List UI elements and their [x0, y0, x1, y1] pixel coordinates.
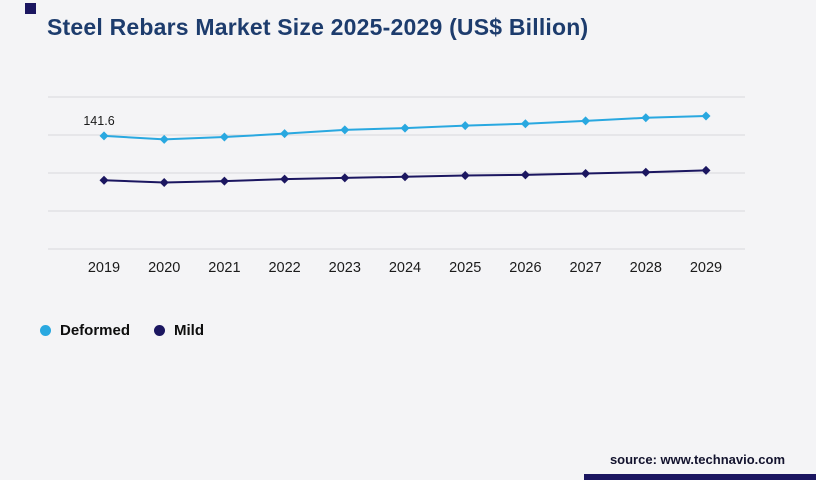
svg-text:2023: 2023 — [329, 260, 361, 276]
svg-text:2028: 2028 — [630, 260, 662, 276]
svg-text:2019: 2019 — [88, 260, 120, 276]
data-point-marker[interactable] — [400, 172, 410, 182]
data-point-marker[interactable] — [460, 171, 470, 181]
data-point-marker[interactable] — [340, 173, 350, 183]
chart-svg: 2019 2020 2021 2022 2023 2024 2025 2026 2027 2028… — [48, 96, 745, 276]
legend-item-mild[interactable]: Mild — [154, 322, 204, 339]
data-point-marker[interactable] — [400, 123, 410, 133]
legend-item-deformed[interactable]: Deformed — [40, 322, 130, 339]
svg-text:2025: 2025 — [449, 260, 481, 276]
data-point-marker[interactable] — [641, 113, 651, 123]
top-left-accent — [25, 3, 36, 14]
mild-series-dot-icon — [154, 325, 166, 336]
data-point-marker[interactable] — [340, 125, 350, 135]
line-chart: 2019 2020 2021 2022 2023 2024 2025 2026 2027 2028… — [0, 80, 816, 310]
data-point-marker[interactable] — [701, 165, 711, 175]
data-point-marker[interactable] — [520, 119, 530, 129]
data-point-marker[interactable] — [520, 170, 530, 180]
svg-text:2021: 2021 — [208, 260, 240, 276]
svg-text:2029: 2029 — [690, 260, 722, 276]
chart-title: Steel Rebars Market Size 2025-2029 (US$ … — [47, 14, 589, 40]
legend-label-mild: Mild — [174, 322, 205, 339]
svg-text:2024: 2024 — [389, 260, 421, 276]
data-point-marker[interactable] — [159, 178, 169, 188]
data-point-marker[interactable] — [280, 129, 290, 139]
svg-text:2026: 2026 — [509, 260, 541, 276]
data-point-marker[interactable] — [159, 134, 169, 144]
series-deformed — [99, 111, 711, 144]
data-point-marker[interactable] — [219, 176, 229, 186]
svg-text:2027: 2027 — [569, 260, 601, 276]
x-axis-labels: 2019 2020 2021 2022 2023 2024 2025 2026 2027 2028… — [88, 260, 722, 276]
data-point-marker[interactable] — [641, 167, 651, 177]
chart-legend: Deformed Mild — [40, 322, 204, 339]
data-point-marker[interactable] — [581, 169, 591, 179]
data-point-marker[interactable] — [581, 116, 591, 126]
data-point-marker[interactable] — [219, 132, 229, 142]
svg-text:2020: 2020 — [148, 260, 180, 276]
bottom-right-accent-bar — [584, 474, 816, 480]
source-attribution: source: www.technavio.com — [609, 452, 785, 467]
deformed-series-dot-icon — [40, 325, 51, 336]
svg-text:2022: 2022 — [268, 260, 300, 276]
data-point-marker[interactable] — [99, 131, 109, 141]
data-point-marker[interactable] — [280, 174, 290, 184]
series-mild — [99, 165, 711, 188]
data-point-marker[interactable] — [99, 175, 109, 185]
data-point-marker[interactable] — [460, 121, 470, 131]
data-point-label: 141.6 — [83, 114, 114, 128]
data-point-marker[interactable] — [701, 111, 711, 121]
legend-label-deformed: Deformed — [60, 322, 131, 339]
